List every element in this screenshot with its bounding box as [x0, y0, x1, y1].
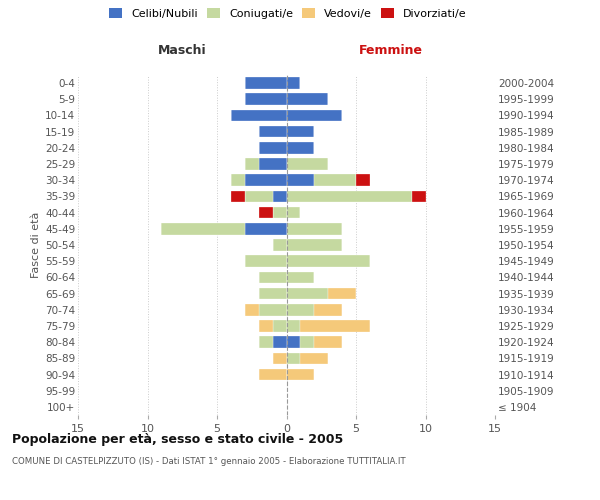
Bar [259, 126, 287, 138]
Bar [287, 352, 301, 364]
Bar [301, 336, 314, 348]
Bar [328, 288, 356, 300]
Bar [287, 207, 301, 218]
Bar [272, 320, 287, 332]
Bar [231, 190, 245, 202]
Bar [272, 352, 287, 364]
Bar [272, 239, 287, 251]
Legend: Celibi/Nubili, Coniugati/e, Vedovi/e, Divorziati/e: Celibi/Nubili, Coniugati/e, Vedovi/e, Di… [109, 8, 467, 19]
Bar [245, 190, 272, 202]
Bar [287, 126, 314, 138]
Bar [287, 336, 301, 348]
Bar [259, 304, 287, 316]
Bar [287, 256, 370, 267]
Bar [245, 94, 287, 105]
Bar [287, 110, 342, 122]
Text: COMUNE DI CASTELPIZZUTO (IS) - Dati ISTAT 1° gennaio 2005 - Elaborazione TUTTITA: COMUNE DI CASTELPIZZUTO (IS) - Dati ISTA… [12, 458, 406, 466]
Bar [314, 304, 342, 316]
Bar [245, 158, 259, 170]
Bar [301, 320, 370, 332]
Bar [272, 336, 287, 348]
Bar [259, 158, 287, 170]
Bar [231, 110, 287, 122]
Bar [231, 174, 245, 186]
Bar [259, 336, 272, 348]
Bar [287, 94, 328, 105]
Bar [272, 190, 287, 202]
Bar [314, 336, 342, 348]
Bar [245, 304, 259, 316]
Bar [287, 158, 328, 170]
Bar [314, 174, 356, 186]
Bar [259, 207, 272, 218]
Bar [259, 142, 287, 154]
Bar [287, 288, 328, 300]
Bar [287, 368, 314, 380]
Bar [259, 272, 287, 283]
Bar [287, 239, 342, 251]
Bar [301, 352, 328, 364]
Bar [259, 320, 272, 332]
Text: Popolazione per età, sesso e stato civile - 2005: Popolazione per età, sesso e stato civil… [12, 432, 343, 446]
Text: Maschi: Maschi [158, 44, 206, 58]
Bar [245, 174, 287, 186]
Bar [272, 207, 287, 218]
Bar [287, 304, 314, 316]
Y-axis label: Fasce di età: Fasce di età [31, 212, 41, 278]
Bar [161, 223, 245, 234]
Bar [245, 223, 287, 234]
Bar [287, 142, 314, 154]
Bar [287, 190, 412, 202]
Bar [412, 190, 425, 202]
Bar [287, 174, 314, 186]
Bar [259, 368, 287, 380]
Bar [287, 320, 301, 332]
Bar [259, 288, 287, 300]
Bar [245, 256, 287, 267]
Text: Femmine: Femmine [359, 44, 423, 58]
Bar [287, 78, 301, 89]
Bar [356, 174, 370, 186]
Bar [245, 78, 287, 89]
Bar [287, 272, 314, 283]
Bar [287, 223, 342, 234]
